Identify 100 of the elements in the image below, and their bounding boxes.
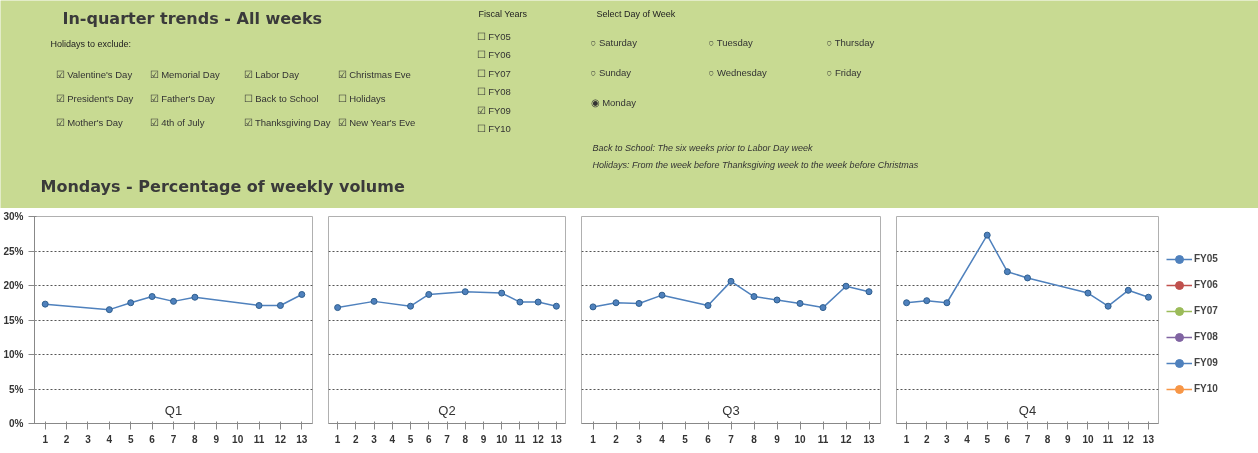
text: ☑ Mother's Day: [55, 116, 124, 128]
y-tick-label: 25%: [3, 245, 24, 257]
text: ☑ President's Day: [55, 92, 134, 104]
text: ☑ Labor Day: [243, 68, 300, 80]
point: [819, 304, 827, 312]
point: [983, 231, 991, 239]
point: [750, 293, 758, 301]
x-tick-label: 6: [425, 433, 432, 445]
point: [589, 303, 597, 311]
point: [407, 302, 415, 310]
point: [923, 297, 931, 305]
text: ☑ 4th of July: [149, 116, 205, 128]
point: [842, 282, 850, 290]
x-tick-label: 2: [63, 433, 70, 445]
text: ☑ Christmas Eve: [337, 68, 411, 80]
x-tick-label: 12: [274, 433, 287, 445]
point: [865, 288, 873, 296]
x-tick-label: 10: [1082, 433, 1094, 445]
x-tick-label: 3: [371, 433, 378, 445]
text: ☑ Thanksgiving Day: [243, 116, 331, 128]
text: Mondays - Percentage of weekly volume: [40, 176, 405, 196]
text: Back to School: The six weeks prior to Labor Day week: [592, 142, 814, 153]
x-tick-label: 12: [840, 433, 852, 445]
annotation: Q1: [164, 402, 183, 418]
y-tick-label: 5%: [9, 383, 24, 395]
x-tick-label: 5: [984, 433, 991, 445]
point: [370, 297, 378, 305]
x-tick-label: 11: [1102, 433, 1114, 445]
x-tick-label: 8: [462, 433, 469, 445]
y-tick-label: 15%: [3, 314, 24, 326]
point: [704, 302, 712, 309]
x-tick-label: 3: [944, 433, 951, 445]
point: [1124, 286, 1132, 294]
x-tick-label: 1: [42, 433, 49, 445]
x-tick-label: 6: [1004, 433, 1011, 445]
x-tick-label: 13: [863, 433, 875, 445]
point: [534, 298, 542, 306]
text: Fiscal Years: [478, 8, 528, 19]
text: ○ Thursday: [826, 36, 875, 48]
legend-label: FY07: [1194, 305, 1218, 316]
x-tick-label: 3: [85, 433, 92, 445]
legend-label: FY10: [1194, 383, 1218, 394]
text: ○ Saturday: [590, 36, 638, 48]
legend-label: FY06: [1194, 279, 1218, 290]
y-tick-label: 10%: [3, 349, 24, 360]
x-tick-label: 1: [903, 433, 910, 445]
text: ☑ Memorial Day: [149, 68, 220, 80]
text: ☑ Father's Day: [149, 92, 215, 104]
x-tick-label: 4: [106, 433, 113, 445]
x-tick-label: 3: [636, 433, 643, 445]
legend-label: FY05: [1194, 253, 1218, 264]
x-tick-label: 10: [794, 433, 806, 445]
x-tick-label: 5: [407, 433, 414, 445]
text: ☑ New Year's Eve: [337, 116, 416, 128]
point: [334, 304, 342, 312]
x-tick-label: 8: [751, 433, 758, 445]
point: [1144, 293, 1152, 301]
x-tick-label: 13: [296, 433, 308, 445]
x-tick-label: 6: [705, 433, 712, 445]
text: ○ Tuesday: [708, 36, 754, 48]
point: [635, 299, 643, 307]
point: [461, 288, 469, 296]
x-tick-label: 1: [334, 433, 341, 445]
point: [276, 302, 284, 309]
text: ○ Sunday: [590, 66, 632, 78]
annotation: Q3: [722, 402, 740, 418]
x-tick-label: 11: [514, 433, 526, 445]
text: ◉ Monday: [590, 96, 637, 108]
x-tick-label: 4: [389, 433, 396, 445]
x-tick-label: 13: [1142, 433, 1155, 445]
legend-label: FY08: [1194, 331, 1218, 342]
text: ☐ FY10: [476, 123, 511, 134]
point: [943, 299, 951, 307]
text: ☐ FY07: [476, 67, 511, 79]
text: ☑ Valentine's Day: [55, 68, 133, 80]
x-tick-label: 2: [613, 433, 620, 445]
text: ☐ FY05: [476, 30, 511, 42]
x-tick-label: 12: [1122, 433, 1135, 445]
point: [498, 289, 506, 297]
y-tick-label: 0%: [9, 418, 24, 429]
point: [41, 300, 49, 308]
x-tick-label: 4: [964, 433, 971, 445]
point: [1003, 268, 1011, 276]
text: ☐ Back to School: [243, 92, 319, 104]
point: [727, 277, 735, 285]
x-tick-label: 7: [170, 433, 177, 445]
point: [903, 299, 911, 307]
x-tick-label: 12: [532, 433, 545, 445]
text: Holidays: From the week before Thanksgiving week to the week before Christmas: [592, 159, 919, 170]
x-tick-label: 7: [728, 433, 735, 445]
point: [773, 296, 781, 304]
text: ☐ FY06: [476, 49, 511, 60]
y-tick-label: 30%: [3, 211, 24, 222]
x-tick-label: 9: [213, 433, 220, 445]
x-tick-label: 11: [253, 433, 265, 445]
point: [796, 299, 804, 307]
x-tick-label: 8: [192, 433, 199, 445]
x-tick-label: 2: [353, 433, 360, 445]
x-tick-label: 4: [659, 433, 666, 445]
point: [191, 293, 199, 301]
